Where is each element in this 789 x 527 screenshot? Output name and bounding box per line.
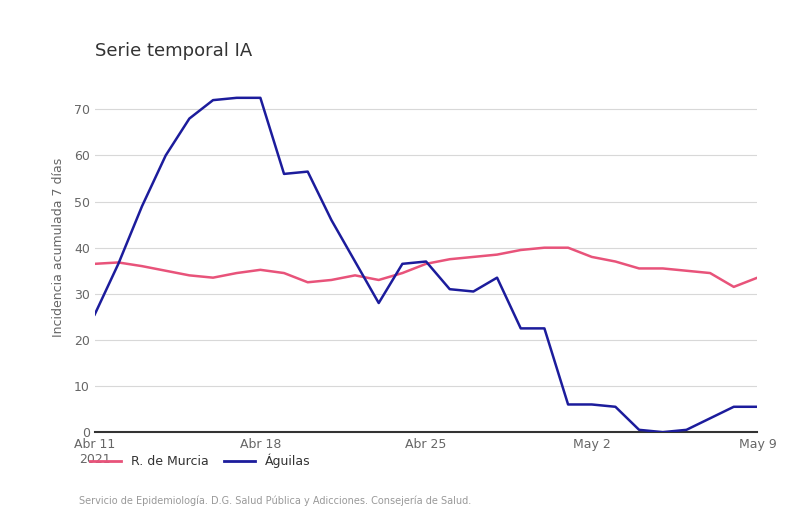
R. de Murcia — [445, 256, 454, 262]
Águilas — [540, 325, 549, 331]
Águilas — [327, 217, 336, 223]
Águilas — [658, 429, 667, 435]
Águilas — [421, 258, 431, 265]
R. de Murcia — [421, 261, 431, 267]
Águilas — [634, 427, 644, 433]
Y-axis label: Incidencia acumulada 7 días: Incidencia acumulada 7 días — [53, 158, 65, 337]
R. de Murcia — [137, 263, 147, 269]
Águilas — [682, 427, 691, 433]
Legend: R. de Murcia, Águilas: R. de Murcia, Águilas — [85, 449, 316, 473]
Text: Servicio de Epidemiología. D.G. Salud Pública y Adicciones. Consejería de Salud.: Servicio de Epidemiología. D.G. Salud Pú… — [79, 495, 471, 506]
R. de Murcia — [729, 284, 739, 290]
R. de Murcia — [232, 270, 241, 276]
Águilas — [279, 171, 289, 177]
Águilas — [587, 402, 596, 408]
Águilas — [398, 261, 407, 267]
R. de Murcia — [398, 270, 407, 276]
R. de Murcia — [540, 245, 549, 251]
R. de Murcia — [753, 275, 762, 281]
Águilas — [350, 258, 360, 265]
R. de Murcia — [705, 270, 715, 276]
Text: Serie temporal IA: Serie temporal IA — [95, 42, 252, 60]
R. de Murcia — [303, 279, 312, 286]
Águilas — [563, 402, 573, 408]
Águilas — [90, 311, 99, 318]
Águilas — [256, 95, 265, 101]
R. de Murcia — [161, 268, 170, 274]
Águilas — [185, 115, 194, 122]
Águilas — [469, 288, 478, 295]
R. de Murcia — [469, 254, 478, 260]
Águilas — [114, 261, 123, 267]
Águilas — [611, 404, 620, 410]
Águilas — [516, 325, 525, 331]
R. de Murcia — [587, 254, 596, 260]
R. de Murcia — [516, 247, 525, 253]
R. de Murcia — [374, 277, 383, 283]
R. de Murcia — [611, 258, 620, 265]
Águilas — [374, 300, 383, 306]
Águilas — [492, 275, 502, 281]
R. de Murcia — [682, 268, 691, 274]
R. de Murcia — [185, 272, 194, 278]
R. de Murcia — [350, 272, 360, 278]
Águilas — [753, 404, 762, 410]
Águilas — [137, 203, 147, 209]
R. de Murcia — [114, 259, 123, 266]
R. de Murcia — [658, 265, 667, 271]
Águilas — [445, 286, 454, 292]
R. de Murcia — [90, 261, 99, 267]
Águilas — [705, 415, 715, 422]
Line: R. de Murcia: R. de Murcia — [95, 248, 757, 287]
Águilas — [208, 97, 218, 103]
R. de Murcia — [563, 245, 573, 251]
Águilas — [303, 169, 312, 175]
Águilas — [232, 95, 241, 101]
R. de Murcia — [208, 275, 218, 281]
Águilas — [161, 152, 170, 159]
Line: Águilas: Águilas — [95, 98, 757, 432]
R. de Murcia — [634, 265, 644, 271]
R. de Murcia — [279, 270, 289, 276]
R. de Murcia — [492, 251, 502, 258]
Águilas — [729, 404, 739, 410]
R. de Murcia — [256, 267, 265, 273]
R. de Murcia — [327, 277, 336, 283]
